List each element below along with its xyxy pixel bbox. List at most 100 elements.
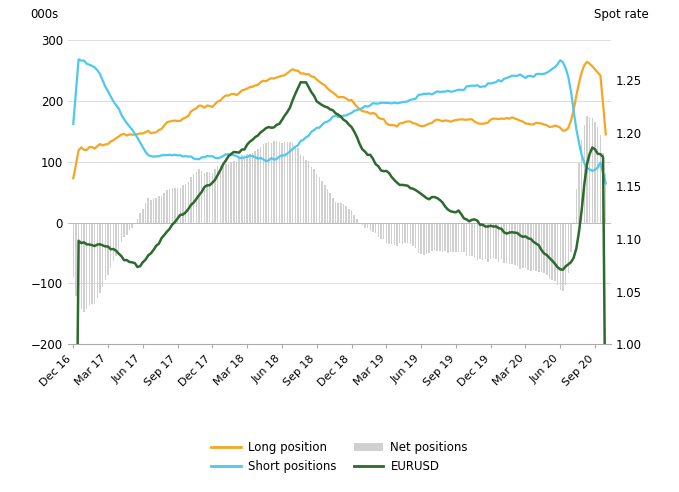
Bar xyxy=(581,140,583,222)
Bar xyxy=(206,172,208,222)
Bar xyxy=(511,222,513,264)
Bar xyxy=(327,189,328,222)
Bar xyxy=(543,222,545,273)
Bar xyxy=(402,222,403,244)
Bar xyxy=(460,222,462,252)
Bar xyxy=(124,222,125,237)
Bar xyxy=(428,222,430,253)
Bar xyxy=(126,222,128,235)
Bar xyxy=(354,215,355,222)
Bar xyxy=(185,184,186,222)
Bar xyxy=(367,222,368,228)
Bar xyxy=(99,222,100,293)
Bar xyxy=(536,222,537,271)
Bar xyxy=(155,198,157,222)
Bar xyxy=(164,193,165,222)
Bar xyxy=(509,222,510,264)
Bar xyxy=(142,209,143,222)
Bar xyxy=(458,222,459,252)
Bar xyxy=(332,198,333,222)
Bar xyxy=(479,222,481,259)
Bar xyxy=(533,222,534,270)
Bar xyxy=(227,164,230,222)
Bar xyxy=(546,222,548,275)
Bar xyxy=(346,206,347,222)
Bar xyxy=(161,196,162,222)
Bar xyxy=(525,222,526,268)
Bar xyxy=(238,158,240,222)
Bar xyxy=(297,148,299,222)
Bar xyxy=(551,222,553,280)
Bar xyxy=(426,222,427,253)
Bar xyxy=(466,222,467,256)
Bar xyxy=(343,204,344,222)
Bar xyxy=(568,222,569,274)
Bar xyxy=(179,188,181,222)
Bar xyxy=(434,222,435,250)
Bar xyxy=(102,222,103,287)
Bar xyxy=(600,135,601,222)
Bar xyxy=(236,162,237,222)
Bar xyxy=(113,222,114,261)
Bar xyxy=(115,222,117,255)
Bar xyxy=(586,116,588,222)
Bar xyxy=(391,222,392,244)
Bar xyxy=(409,222,411,244)
Bar xyxy=(351,210,352,222)
Bar xyxy=(474,222,475,258)
Bar xyxy=(469,222,470,256)
Bar xyxy=(96,222,98,299)
Bar xyxy=(549,222,550,278)
Bar xyxy=(386,222,387,243)
Bar xyxy=(399,222,401,243)
Bar xyxy=(576,189,577,222)
Bar xyxy=(313,169,315,222)
Bar xyxy=(477,222,478,260)
Bar xyxy=(246,154,248,222)
Bar xyxy=(589,117,591,222)
Bar xyxy=(311,167,312,222)
Bar xyxy=(263,144,264,222)
Bar xyxy=(201,171,202,222)
Bar xyxy=(75,222,77,296)
Bar xyxy=(249,154,251,222)
Bar xyxy=(324,185,325,222)
Bar xyxy=(136,219,139,222)
Bar xyxy=(158,196,160,222)
Bar xyxy=(198,169,200,222)
Bar xyxy=(73,222,74,277)
Bar xyxy=(177,188,179,222)
Bar xyxy=(415,222,416,247)
Bar xyxy=(447,222,449,252)
Bar xyxy=(273,141,275,222)
Bar xyxy=(485,222,486,259)
Bar xyxy=(594,122,595,222)
Bar xyxy=(175,188,176,222)
Bar xyxy=(81,222,82,309)
Bar xyxy=(557,222,558,285)
Bar xyxy=(348,209,350,222)
Bar xyxy=(150,200,151,222)
Bar xyxy=(287,142,288,222)
Bar xyxy=(445,222,446,251)
Bar xyxy=(284,142,285,222)
Bar xyxy=(602,154,604,222)
Bar xyxy=(503,222,504,263)
Bar xyxy=(306,159,307,222)
Bar xyxy=(404,222,406,243)
Bar xyxy=(412,222,414,246)
Bar xyxy=(528,222,529,270)
Bar xyxy=(300,155,301,222)
Bar xyxy=(270,143,272,222)
Bar xyxy=(78,222,79,313)
Bar xyxy=(439,222,441,251)
Bar xyxy=(278,142,280,222)
Bar xyxy=(397,222,398,246)
Bar xyxy=(420,222,422,254)
Bar xyxy=(579,163,580,222)
Bar xyxy=(118,222,120,250)
Bar xyxy=(220,165,221,222)
Bar xyxy=(329,193,331,222)
Bar xyxy=(260,147,261,222)
Bar xyxy=(340,203,342,222)
